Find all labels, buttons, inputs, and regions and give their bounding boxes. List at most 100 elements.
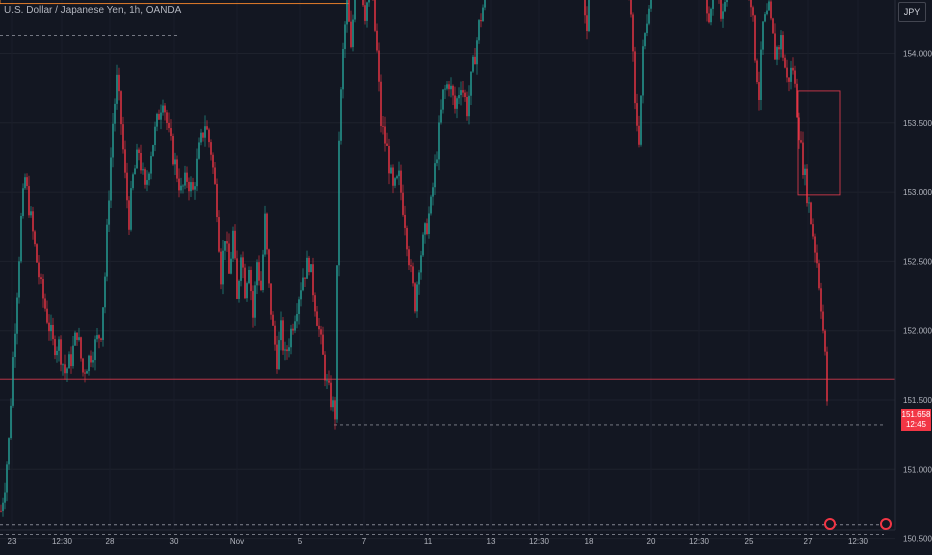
candle-body <box>806 168 808 204</box>
candle-body <box>128 200 130 230</box>
candle-body <box>336 265 338 420</box>
candle-body <box>368 0 370 3</box>
candle-body <box>452 85 454 96</box>
candle-body <box>426 223 428 235</box>
candle-body <box>12 357 14 406</box>
candle-body <box>640 95 642 145</box>
candle-body <box>794 70 796 84</box>
candle-body <box>400 170 402 193</box>
candle-body <box>188 181 190 192</box>
candle-body <box>294 321 296 331</box>
candle-body <box>644 33 646 47</box>
candle-body <box>58 339 60 351</box>
candle-body <box>398 170 400 177</box>
event-flag-icon[interactable] <box>880 518 892 530</box>
candle-body <box>312 264 314 296</box>
candle-body <box>378 50 380 82</box>
candle-body <box>56 350 58 356</box>
last-price-tag: 151.658 12:45 <box>901 409 931 431</box>
candle-body <box>410 265 412 267</box>
candle-body <box>50 324 52 332</box>
candle-body <box>804 168 806 176</box>
currency-button[interactable]: JPY <box>898 2 926 22</box>
candle-body <box>202 132 204 138</box>
candle-body <box>780 35 782 50</box>
y-axis[interactable]: 150.500 151.000 151.500 152.000 152.500 153.0… <box>894 0 932 550</box>
candle-body <box>812 224 814 237</box>
event-flag-icon[interactable] <box>824 518 836 530</box>
candle-body <box>476 40 478 65</box>
candle-body <box>216 183 218 218</box>
candle-body <box>90 355 92 363</box>
candle-body <box>710 8 712 23</box>
candle-body <box>330 382 332 408</box>
candle-body <box>302 277 304 291</box>
candle-body <box>134 168 136 175</box>
candle-body <box>322 334 324 355</box>
candle-body <box>354 0 356 20</box>
candle-body <box>34 231 36 245</box>
candle-body <box>278 340 280 370</box>
candle-body <box>752 7 754 16</box>
candle-body <box>172 136 174 165</box>
x-tick-label: 30 <box>170 537 179 546</box>
candle-body <box>474 56 476 65</box>
candle-body <box>306 257 308 279</box>
zone-box <box>0 0 350 5</box>
candle-body <box>326 380 328 382</box>
candle-body <box>30 211 32 216</box>
candle-body <box>416 284 418 312</box>
candle-body <box>634 51 636 104</box>
x-tick-label: 20 <box>647 537 656 546</box>
candle-body <box>22 188 24 217</box>
candle-body <box>62 364 64 366</box>
candle-body <box>10 405 12 439</box>
candle-body <box>478 20 480 41</box>
candle-body <box>814 236 816 253</box>
candle-body <box>450 85 452 90</box>
candle-body <box>310 264 312 273</box>
candle-body <box>124 149 126 173</box>
candle-body <box>252 291 254 318</box>
y-axis-background <box>895 0 932 550</box>
candle-body <box>6 464 8 493</box>
candle-body <box>344 24 346 49</box>
candle-body <box>246 283 248 299</box>
candle-body <box>444 88 446 90</box>
candle-body <box>796 83 798 118</box>
candle-body <box>314 295 316 312</box>
candle-body <box>454 95 456 109</box>
candle-body <box>284 349 286 351</box>
candle-body <box>180 185 182 191</box>
bar-countdown: 12:45 <box>905 420 927 429</box>
candle-body <box>152 145 154 157</box>
candle-body <box>588 0 590 32</box>
candle-body <box>182 185 184 187</box>
candle-body <box>722 11 724 19</box>
candle-body <box>446 84 448 89</box>
candle-body <box>462 90 464 93</box>
candle-body <box>750 0 752 8</box>
x-tick-label: 28 <box>106 537 115 546</box>
candle-body <box>262 254 264 290</box>
x-axis[interactable]: 23 12:30 28 30 Nov 5 7 11 13 12:30 18 20 12:30 25 27 12… <box>0 529 895 546</box>
candle-body <box>822 311 824 331</box>
candle-body <box>192 182 194 190</box>
candle-body <box>418 272 420 285</box>
candle-body <box>256 262 258 286</box>
candle-body <box>240 257 242 281</box>
candle-body <box>784 57 786 68</box>
x-tick-label: 7 <box>362 537 367 546</box>
candle-body <box>154 126 156 146</box>
candle-body <box>816 252 818 264</box>
candle-body <box>470 71 472 96</box>
candle-body <box>296 313 298 322</box>
candle-body <box>468 95 470 117</box>
candle-body <box>376 30 378 51</box>
x-tick-label: 12:30 <box>52 537 73 546</box>
candle-body <box>824 330 826 352</box>
candle-body <box>140 152 142 171</box>
candle-body <box>122 124 124 150</box>
